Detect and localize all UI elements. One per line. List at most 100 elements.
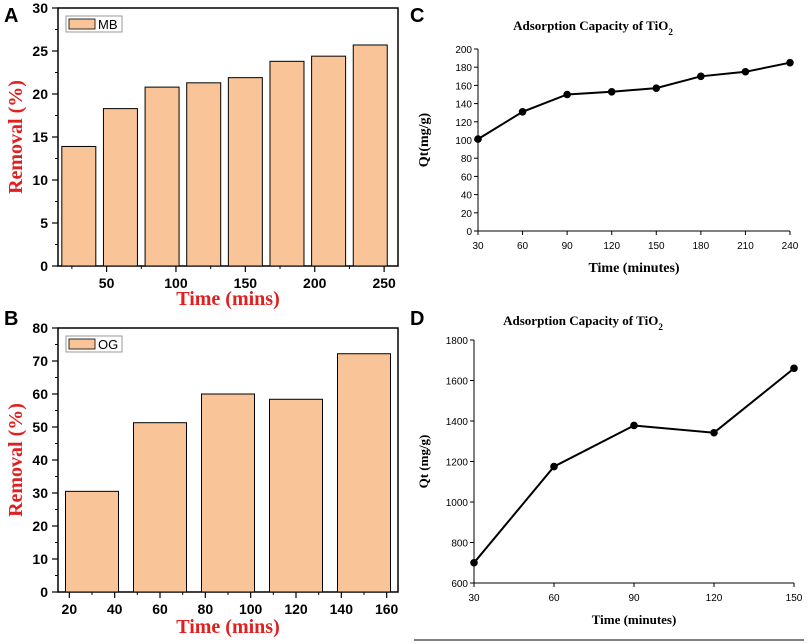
x-axis-title: Time (mins) [176,288,280,310]
y-tick-label: 30 [32,0,48,16]
bar [201,393,255,593]
x-tick-label: 90 [628,593,640,604]
legend-label: OG [98,337,118,352]
x-tick-label: 30 [472,241,484,252]
x-tick-label: 80 [198,601,214,617]
panel-d-line-chart: 600 800 1000 1200 1400 1600 1800 30 60 90 120 150 Ad… [414,313,804,641]
y-tick-label: 25 [32,43,48,59]
x-tick-label: 120 [284,601,308,617]
y-tick-label: 60 [461,172,473,183]
series-line [473,367,795,564]
bar [269,60,305,267]
panel-a-bar-chart: 0 5 10 15 20 25 30 50 100 150 200 250 MB Time (mins) R… [5,0,399,310]
bar [186,82,222,267]
x-tick-label: 200 [303,275,327,291]
y-tick-label: 10 [32,172,48,188]
y-tick-label: 1800 [446,336,469,347]
x-tick-label: 250 [372,275,396,291]
panel-b-bar-chart: 0 10 20 30 40 50 60 70 80 20 40 60 80 100 120 140 160 OG T… [5,320,399,638]
y-tick-label: 80 [461,154,473,165]
bar [269,398,323,593]
x-tick-label: 160 [375,601,399,617]
data-point [652,84,661,92]
y-tick-label: 20 [32,86,48,102]
x-tick-label: 90 [562,241,574,252]
bar [65,490,119,593]
y-tick-label: 10 [32,551,48,567]
panel-letter-c: C [410,5,424,27]
y-tick-label: 600 [451,579,468,590]
panel-letter-a: A [4,5,18,27]
y-tick-label: 1400 [446,417,469,428]
y-axis-title: Removal (%) [5,403,27,517]
chart-title-subscript: 2 [668,27,673,37]
y-tick-label: 140 [455,100,472,111]
y-tick-label: 200 [455,45,472,56]
x-axis-title: Time (minutes) [588,261,679,276]
data-point [786,58,794,67]
x-axis-title: Time (mins) [176,616,280,638]
x-tick-label: 120 [603,241,620,252]
legend-swatch [68,18,96,30]
y-tick-label: 20 [32,518,48,534]
data-point [470,558,478,567]
data-point [630,421,638,430]
data-point [790,364,798,373]
x-tick-label: 50 [99,275,115,291]
legend-swatch [68,338,96,350]
bar [337,353,391,593]
x-tick-label: 60 [548,593,560,604]
x-tick-label: 150 [234,275,258,291]
panel-c-line-chart: 0 20 40 60 80 100 120 140 160 180 200 30 60 90 120 150 1… [417,18,799,276]
y-tick-label: 0 [466,227,472,238]
x-tick-label: 60 [517,241,529,252]
chart-title-subscript: 2 [658,322,663,332]
y-tick-label: 20 [461,209,473,220]
x-tick-label: 150 [786,593,803,604]
y-tick-label: 180 [455,63,472,74]
y-tick-label: 100 [455,136,472,147]
y-tick-label: 60 [32,386,48,402]
x-tick-label: 180 [693,241,710,252]
y-tick-label: 0 [40,258,48,274]
y-tick-label: 800 [451,539,468,550]
chart-title-main: Adsorption Capacity of TiO [513,18,668,33]
legend-label: MB [98,17,118,32]
x-tick-label: 100 [164,275,188,291]
y-tick-label: 40 [461,191,473,202]
data-point [741,67,750,76]
x-tick-label: 240 [782,241,799,252]
y-tick-label: 0 [40,584,48,600]
y-tick-label: 1200 [446,458,469,469]
x-axis-title: Time (minutes) [592,612,677,627]
x-tick-label: 40 [107,601,123,617]
x-tick-label: 210 [737,241,754,252]
y-axis-title: Qt (mg/g) [416,435,431,489]
bar [352,44,388,267]
x-tick-label: 20 [62,601,78,617]
y-tick-label: 40 [32,452,48,468]
y-axis-title: Qt(mg/g) [417,112,432,167]
y-tick-label: 15 [32,129,48,145]
y-tick-label: 1000 [446,498,469,509]
panel-letter-b: B [4,308,18,330]
x-tick-label: 120 [706,593,723,604]
data-point [550,462,558,471]
y-tick-label: 120 [455,118,472,129]
x-tick-label: 150 [648,241,665,252]
bar [144,86,180,267]
data-point [474,135,482,143]
panel-letter-d: D [410,308,424,330]
bar [227,77,263,267]
y-tick-label: 70 [32,353,48,369]
data-point [697,72,705,81]
x-tick-label: 100 [239,601,263,617]
bar [311,55,347,267]
bar [61,145,97,267]
x-tick-label: 140 [330,601,354,617]
y-tick-label: 1600 [446,377,469,388]
chart-title: Adsorption Capacity of TiO2 [513,18,673,37]
x-tick-label: 30 [468,593,480,604]
data-point [607,87,616,96]
